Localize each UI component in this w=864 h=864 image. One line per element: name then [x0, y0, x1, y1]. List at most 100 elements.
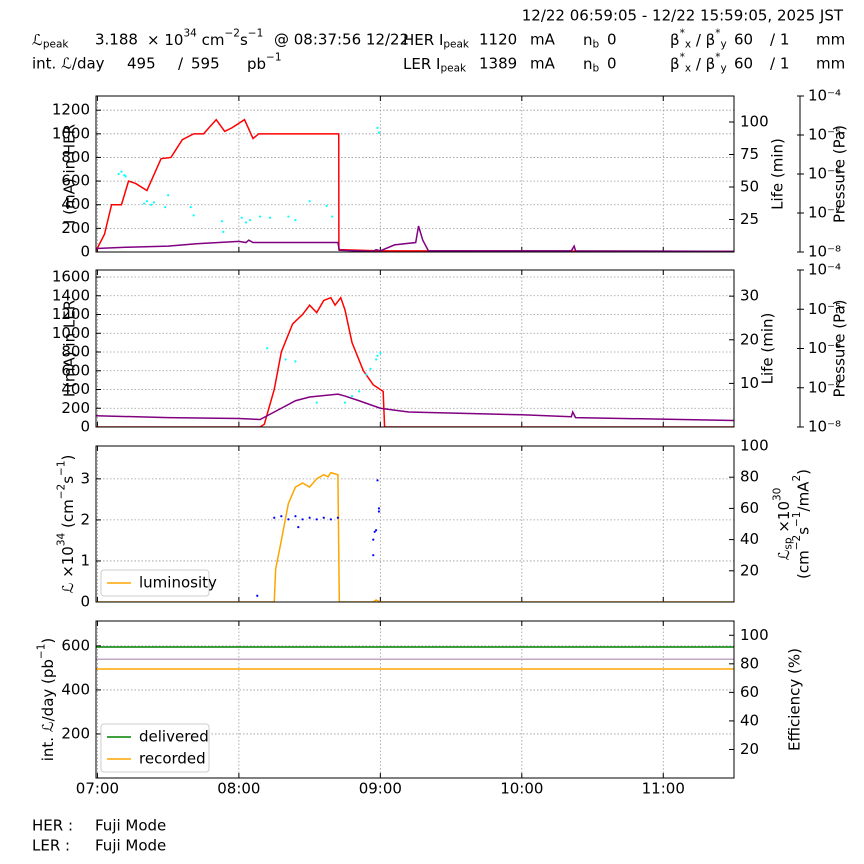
header-field: mA [530, 31, 556, 49]
data-point [308, 200, 311, 203]
data-point [376, 354, 379, 357]
y2-tick-label: 80 [740, 654, 759, 672]
header-field: nb [583, 55, 600, 75]
y2-tick-label: 10 [740, 374, 759, 392]
text-segment: pb [247, 55, 266, 73]
data-point [372, 538, 375, 541]
data-point [376, 126, 379, 130]
plot-frame [95, 445, 735, 603]
y-tick-label: 0 [80, 593, 90, 611]
header-field: 0 [607, 31, 617, 49]
data-point [369, 367, 372, 370]
text-segment: peak [443, 39, 470, 51]
data-point [301, 518, 304, 521]
text-segment: * [680, 27, 685, 39]
header-field: mA [530, 55, 556, 73]
y2-tick-label: 20 [740, 740, 759, 758]
text-segment: 34 [55, 532, 67, 546]
text-segment: β [670, 55, 680, 73]
header-field: pb−1 [247, 51, 282, 72]
y-tick-label: 1200 [52, 305, 90, 323]
y-tick-label: 1000 [52, 324, 90, 342]
data-point [120, 170, 123, 173]
text-segment: * [715, 51, 720, 63]
data-point [374, 358, 378, 361]
data-point [350, 394, 354, 398]
data-point [358, 390, 361, 393]
y-axis-label: I (mA) in HER [61, 124, 79, 224]
y-tick-label: 400 [61, 380, 90, 398]
y2-tick-label: 100 [740, 437, 769, 455]
text-segment: peak [43, 39, 70, 51]
y2-tick-label: 50 [740, 178, 759, 196]
x-tick-label: 09:00 [359, 780, 402, 798]
data-point [325, 204, 328, 208]
data-point [376, 479, 379, 482]
y2-tick-label: 100 [740, 626, 769, 644]
data-point [379, 351, 382, 355]
text-segment: −1 [55, 460, 67, 475]
text-segment: x [685, 39, 691, 51]
text-segment: −2 [224, 27, 239, 39]
data-point [308, 516, 311, 519]
text-segment: b [593, 63, 600, 75]
data-point [343, 401, 347, 404]
data-point [266, 347, 269, 350]
data-point [294, 515, 297, 518]
text-segment: y [720, 63, 726, 75]
y3-tick-label: 10⁻⁴ [808, 87, 841, 105]
text-segment: β [670, 31, 680, 49]
data-point [284, 358, 287, 361]
series-line [96, 225, 734, 252]
data-point [329, 518, 332, 521]
header-field: / [178, 55, 184, 73]
header-field: / 1 [770, 55, 789, 73]
data-point [244, 221, 248, 224]
y-tick-label: 1200 [52, 101, 90, 119]
y-axis-label: I (mA) in LER [61, 300, 79, 397]
y-tick-label: 800 [61, 343, 90, 361]
data-point [222, 230, 225, 234]
text-segment: /mA [794, 481, 812, 512]
x-tick-label: 08:00 [217, 780, 260, 798]
data-point [294, 360, 297, 363]
text-segment: ℒ [32, 31, 43, 49]
y-axis-label: int. ℒ/day (pb−1) [35, 638, 56, 762]
y-tick-label: 0 [80, 418, 90, 436]
header-field: 1120 [479, 31, 517, 49]
data-point [287, 215, 290, 218]
data-point [377, 507, 381, 510]
data-point [377, 131, 381, 134]
y3-tick-label: 10⁻⁴ [808, 261, 841, 279]
text-segment: 34 [183, 27, 197, 39]
text-segment: * [680, 51, 685, 63]
y2-tick-label: 60 [740, 499, 759, 517]
series-line [96, 296, 734, 427]
header-field: × 1034 cm−2s−1 [147, 27, 263, 48]
y-tick-label: 0 [80, 243, 90, 261]
text-segment: −1 [266, 51, 281, 63]
y2-tick-label: 30 [740, 287, 759, 305]
text-segment: s [794, 527, 812, 535]
x-tick-label: 07:00 [76, 780, 119, 798]
text-segment: ) [59, 455, 77, 461]
data-point [268, 216, 272, 219]
header-field: 60 [734, 31, 753, 49]
y3-tick-label: 10⁻⁷ [808, 378, 841, 396]
text-segment: −1 [35, 644, 47, 659]
y-tick-label: 1400 [52, 286, 90, 304]
text-segment: 30 [771, 488, 783, 501]
y-tick-label: 600 [61, 636, 90, 654]
data-point [336, 516, 340, 519]
data-point [372, 554, 375, 557]
y3-tick-label: 10⁻⁵ [808, 300, 841, 318]
y3-tick-label: 10⁻⁶ [808, 165, 841, 183]
footer-field: LER : [32, 837, 70, 855]
y2-tick-label: 20 [740, 561, 759, 579]
y2-axis-label: Life (min) [769, 138, 787, 210]
data-point [322, 516, 325, 519]
text-segment: ) [39, 638, 57, 644]
y-tick-label: 3 [80, 469, 90, 487]
y-tick-label: 400 [61, 195, 90, 213]
